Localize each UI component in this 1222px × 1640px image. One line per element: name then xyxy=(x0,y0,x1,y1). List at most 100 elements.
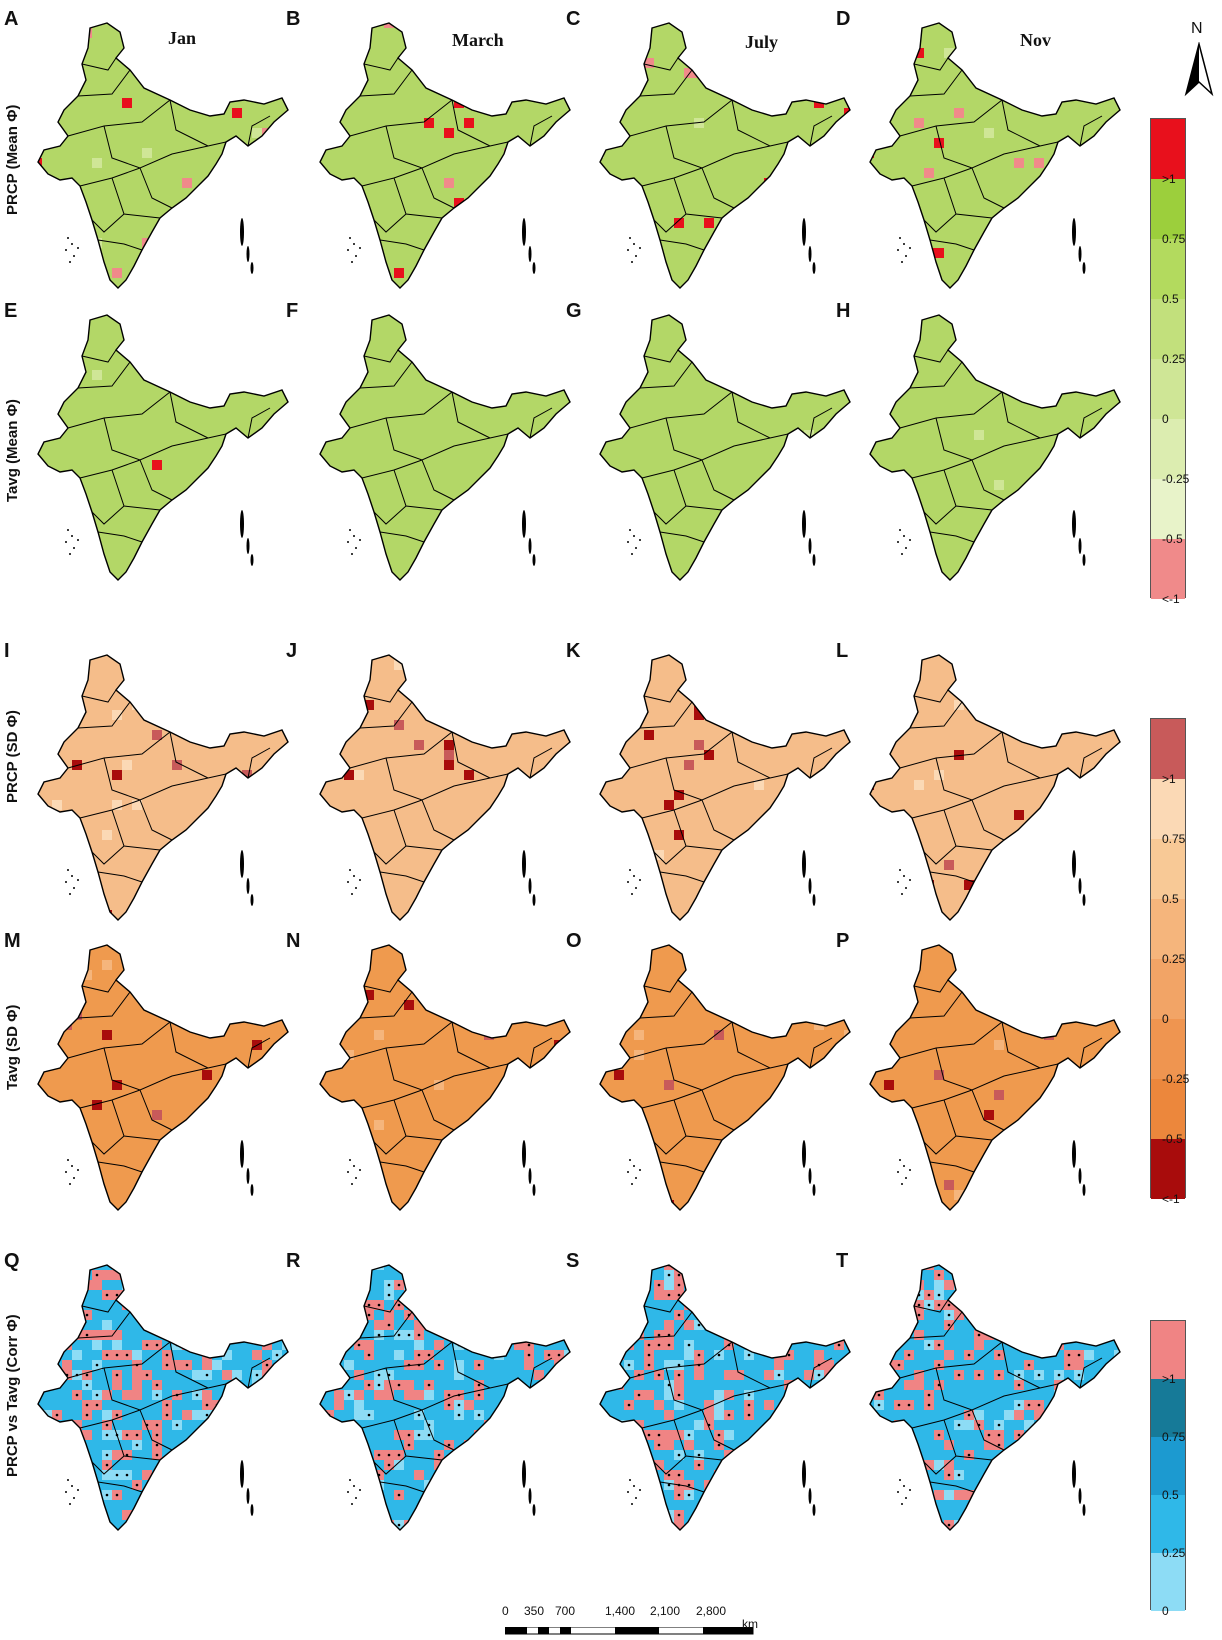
north-arrow-icon xyxy=(1184,42,1214,97)
significance-dot xyxy=(427,1353,431,1357)
anomaly-cell xyxy=(1054,23,1064,28)
anomaly-cell xyxy=(320,1510,324,1520)
andaman-islands xyxy=(532,1184,536,1196)
anomaly-cell xyxy=(854,1400,864,1410)
anomaly-cell xyxy=(424,118,434,128)
anomaly-cell xyxy=(364,1460,374,1470)
anomaly-cell xyxy=(1054,910,1064,920)
anomaly-cell xyxy=(182,1450,192,1460)
significance-dot xyxy=(367,1303,371,1307)
lakshadweep-islands xyxy=(359,539,361,541)
anomaly-cell xyxy=(1034,1480,1044,1490)
anomaly-cell xyxy=(374,1520,384,1530)
anomaly-cell xyxy=(494,1265,504,1270)
lakshadweep-islands xyxy=(897,1491,899,1493)
significance-dot xyxy=(115,1265,119,1267)
significance-dot xyxy=(497,1353,501,1357)
significance-dot xyxy=(897,1363,901,1367)
state-boundary xyxy=(909,69,963,97)
map-grid-cells xyxy=(304,1265,570,1530)
anomaly-cell xyxy=(82,1265,92,1270)
anomaly-cell xyxy=(38,1280,42,1290)
anomaly-cell xyxy=(714,870,724,880)
anomaly-cell xyxy=(38,1290,42,1300)
state-boundary xyxy=(385,1047,509,1091)
state-boundary xyxy=(909,1311,963,1339)
india-map-panel xyxy=(599,654,851,921)
anomaly-cell xyxy=(724,1430,734,1440)
anomaly-cell xyxy=(1074,1320,1084,1330)
significance-dot xyxy=(65,1453,69,1457)
significance-dot xyxy=(95,1363,99,1367)
significance-dot xyxy=(897,1503,901,1507)
significance-dot xyxy=(320,1393,321,1397)
anomaly-cell xyxy=(1044,1480,1054,1490)
significance-dot xyxy=(777,1373,781,1377)
anomaly-cell xyxy=(1034,710,1044,720)
anomaly-cell xyxy=(142,1265,152,1270)
anomaly-cell xyxy=(674,655,684,660)
anomaly-cell xyxy=(814,1390,824,1400)
anomaly-cell xyxy=(624,1180,634,1190)
anomaly-cell xyxy=(202,1530,212,1540)
andaman-islands xyxy=(812,1184,816,1196)
anomaly-cell xyxy=(172,1470,182,1480)
anomaly-cell xyxy=(1104,1320,1114,1330)
state-boundary xyxy=(379,1481,425,1493)
state-boundary xyxy=(103,757,227,801)
anomaly-cell xyxy=(112,1530,122,1540)
anomaly-cell xyxy=(182,1290,192,1300)
state-boundary xyxy=(379,1161,425,1173)
andaman-islands xyxy=(1082,1504,1086,1516)
anomaly-cell xyxy=(112,1330,122,1340)
anomaly-cell xyxy=(1074,1400,1084,1410)
state-boundary xyxy=(81,979,117,993)
anomaly-cell xyxy=(834,1480,844,1490)
anomaly-cell xyxy=(52,1340,62,1350)
anomaly-cell xyxy=(894,278,904,288)
significance-dot xyxy=(1067,1363,1071,1367)
significance-dot xyxy=(55,1373,59,1377)
anomaly-cell xyxy=(454,68,464,78)
lakshadweep-islands xyxy=(355,255,357,257)
significance-dot xyxy=(145,1273,149,1277)
legend-label: 0.25 xyxy=(1162,1546,1186,1560)
significance-dot xyxy=(887,1373,891,1377)
anomaly-cell xyxy=(1114,1510,1120,1520)
anomaly-cell xyxy=(600,1410,604,1420)
anomaly-cell xyxy=(242,1440,252,1450)
significance-dot xyxy=(105,1463,109,1467)
lakshadweep-islands xyxy=(629,869,631,871)
significance-dot xyxy=(858,1474,861,1477)
anomaly-cell xyxy=(52,1520,62,1530)
anomaly-cell xyxy=(684,1350,694,1360)
significance-dot xyxy=(265,1403,269,1407)
anomaly-cell xyxy=(694,1520,704,1530)
andaman-islands xyxy=(812,554,816,566)
lakshadweep-islands xyxy=(903,1165,905,1167)
significance-dot xyxy=(215,1333,219,1337)
significance-dot xyxy=(275,1303,279,1307)
state-boundary xyxy=(385,757,509,801)
anomaly-cell xyxy=(704,218,714,228)
significance-dot xyxy=(677,1293,681,1297)
anomaly-cell xyxy=(494,1350,504,1360)
anomaly-cell xyxy=(964,880,974,890)
significance-dot xyxy=(1017,1303,1021,1307)
legend-label: 0.5 xyxy=(1162,892,1179,906)
anomaly-cell xyxy=(1084,1265,1094,1270)
andaman-islands xyxy=(240,1460,244,1488)
significance-dot xyxy=(977,1333,981,1337)
significance-dot xyxy=(997,1443,1001,1447)
anomaly-cell xyxy=(324,1440,334,1450)
andaman-islands xyxy=(528,246,532,262)
significance-dot xyxy=(600,1443,601,1447)
anomaly-cell xyxy=(304,1510,314,1520)
state-boundary xyxy=(77,701,131,729)
anomaly-cell xyxy=(1014,1500,1024,1510)
lakshadweep-islands xyxy=(355,1177,357,1179)
significance-dot xyxy=(600,1473,601,1477)
anomaly-cell xyxy=(1104,1300,1114,1310)
map-land xyxy=(600,315,850,580)
anomaly-cell xyxy=(1044,1440,1054,1450)
